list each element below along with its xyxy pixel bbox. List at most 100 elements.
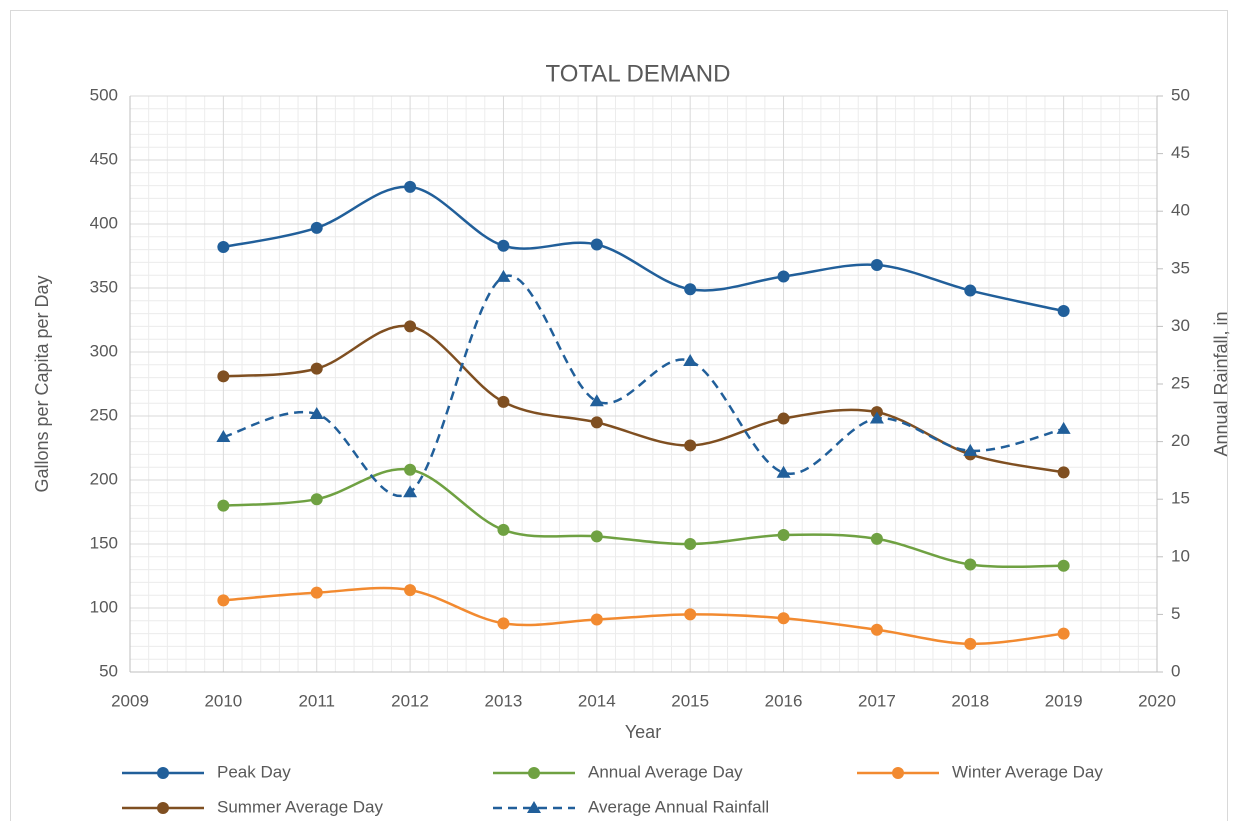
x-tick-label: 2019 [1045,691,1083,710]
legend-marker [528,767,540,779]
data-point [217,594,230,607]
y-tick-label: 450 [90,149,118,168]
y-tick-label: 400 [90,213,118,232]
legend-label: Annual Average Day [588,762,743,781]
data-point [963,443,978,456]
legend-label: Summer Average Day [217,797,383,816]
y-tick-label: 200 [90,469,118,488]
y2-tick-label: 0 [1171,661,1180,680]
x-tick-label: 2009 [111,691,149,710]
data-point [310,362,323,375]
y-tick-label: 150 [90,533,118,552]
chart-title: TOTAL DEMAND [546,60,731,87]
legend-label: Winter Average Day [952,762,1103,781]
y2-tick-label: 15 [1171,489,1190,508]
series-line [223,274,1064,497]
data-point [777,412,790,425]
legend-marker [157,767,169,779]
data-point [589,394,604,407]
data-point [403,485,418,498]
y2-tick-label: 45 [1171,143,1190,162]
data-point [964,284,977,297]
data-point [777,270,790,283]
data-point [869,411,884,424]
data-point [1057,466,1070,479]
data-point [590,416,603,429]
data-point [776,465,791,478]
data-point [497,239,510,252]
y2-tick-label: 5 [1171,604,1180,623]
data-point [404,320,417,333]
x-tick-label: 2020 [1138,691,1176,710]
data-point [684,538,697,550]
y2-tick-label: 25 [1171,373,1190,392]
data-point [1056,421,1071,434]
data-point [590,530,603,543]
data-point [404,180,417,193]
data-point [310,221,323,234]
data-point [684,439,697,452]
data-point [684,608,697,621]
data-point [310,493,323,506]
data-point [404,584,417,597]
data-point [777,612,790,625]
y-tick-label: 500 [90,85,118,104]
legend-label: Average Annual Rainfall [588,797,769,816]
y-tick-label: 300 [90,341,118,360]
y-tick-label: 100 [90,597,118,616]
data-point [497,617,510,630]
x-tick-label: 2014 [578,691,616,710]
x-tick-label: 2011 [298,691,335,710]
x-tick-label: 2015 [671,691,709,710]
data-point [870,532,883,545]
y2-tick-label: 50 [1171,85,1190,104]
data-point [870,258,883,271]
data-point [590,238,603,251]
y2-tick-label: 35 [1171,258,1190,277]
legend-marker [527,801,541,813]
series-line [223,467,1064,569]
y2-tick-label: 10 [1171,546,1190,565]
data-point [404,463,417,476]
y2-tick-label: 20 [1171,431,1190,450]
data-point [777,529,790,542]
data-point [683,353,698,366]
data-point [590,613,603,626]
data-point [216,429,231,442]
data-point [309,406,324,419]
data-point [217,241,230,254]
y-axis-label: Gallons per Capita per Day [32,275,52,492]
legend-marker [892,767,904,779]
series-line [223,185,1064,313]
legend-marker [157,802,169,814]
data-point [964,558,977,571]
x-tick-label: 2013 [485,691,523,710]
x-tick-label: 2017 [858,691,896,710]
data-point [1057,627,1070,640]
x-tick-label: 2016 [765,691,803,710]
data-point [497,395,510,408]
x-axis-label: Year [625,722,661,742]
y-tick-label: 250 [90,405,118,424]
y-tick-label: 350 [90,277,118,296]
data-point [310,586,323,599]
data-point [497,523,510,536]
y2-tick-label: 30 [1171,316,1190,335]
legend-label: Peak Day [217,762,291,781]
data-point [870,623,883,636]
data-point [1057,559,1070,572]
x-tick-label: 2012 [391,691,429,710]
y-tick-label: 50 [99,661,118,680]
data-point [964,637,977,650]
data-point [684,283,697,296]
data-point [1057,305,1070,318]
x-tick-label: 2018 [951,691,989,710]
y2-axis-label: Annual Rainfall, in [1211,311,1231,456]
y2-tick-label: 40 [1171,201,1190,220]
series-line [223,586,1064,646]
data-point [217,370,230,383]
data-point [217,499,230,512]
data-point [496,269,511,282]
x-tick-label: 2010 [204,691,242,710]
